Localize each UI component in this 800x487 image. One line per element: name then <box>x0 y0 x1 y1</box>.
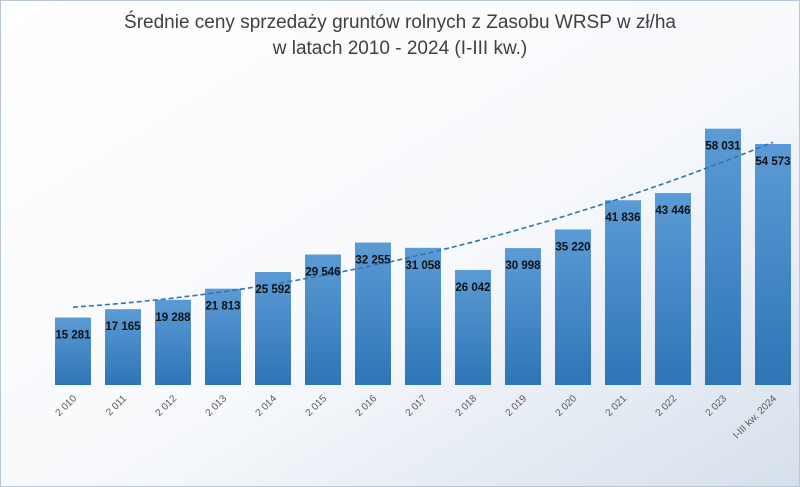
bar-10 <box>555 229 591 385</box>
data-label-2: 19 288 <box>155 312 191 324</box>
data-label-6: 32 255 <box>355 255 391 267</box>
data-labels: 15 281 17 165 19 288 21 813 25 592 29 546 32 2… <box>55 141 790 342</box>
bar-3 <box>205 288 241 385</box>
bar-14 <box>755 143 791 385</box>
data-label-13: 58 031 <box>705 141 741 153</box>
trendline <box>72 141 774 308</box>
chart-title-line-1: Średnie ceny sprzedaży gruntów rolnych z… <box>124 11 676 33</box>
bar-1 <box>105 309 141 385</box>
data-label-8: 26 042 <box>455 282 490 294</box>
bar-8 <box>455 269 491 385</box>
bar-0 <box>55 317 91 385</box>
bar-11 <box>605 200 641 385</box>
bar-series <box>55 128 791 385</box>
bar-9 <box>505 248 541 385</box>
data-label-12: 43 446 <box>655 205 690 217</box>
data-label-9: 30 998 <box>505 260 541 272</box>
data-label-11: 41 836 <box>605 212 640 224</box>
bar-7 <box>405 247 441 385</box>
bar-4 <box>255 271 291 385</box>
data-label-14: 54 573 <box>755 156 790 168</box>
bar-12 <box>655 193 691 385</box>
data-label-3: 21 813 <box>205 301 240 313</box>
data-label-1: 17 165 <box>105 321 141 333</box>
bar-13 <box>705 128 741 385</box>
bar-6 <box>355 242 391 385</box>
data-label-0: 15 281 <box>55 330 91 342</box>
data-label-7: 31 058 <box>405 260 441 272</box>
data-label-4: 25 592 <box>255 284 290 296</box>
chart-title-line-2: w latach 2010 - 2024 (I-III kw.) <box>272 38 528 59</box>
data-label-5: 29 546 <box>305 267 340 279</box>
data-label-10: 35 220 <box>555 241 590 253</box>
bar-2 <box>155 299 191 385</box>
